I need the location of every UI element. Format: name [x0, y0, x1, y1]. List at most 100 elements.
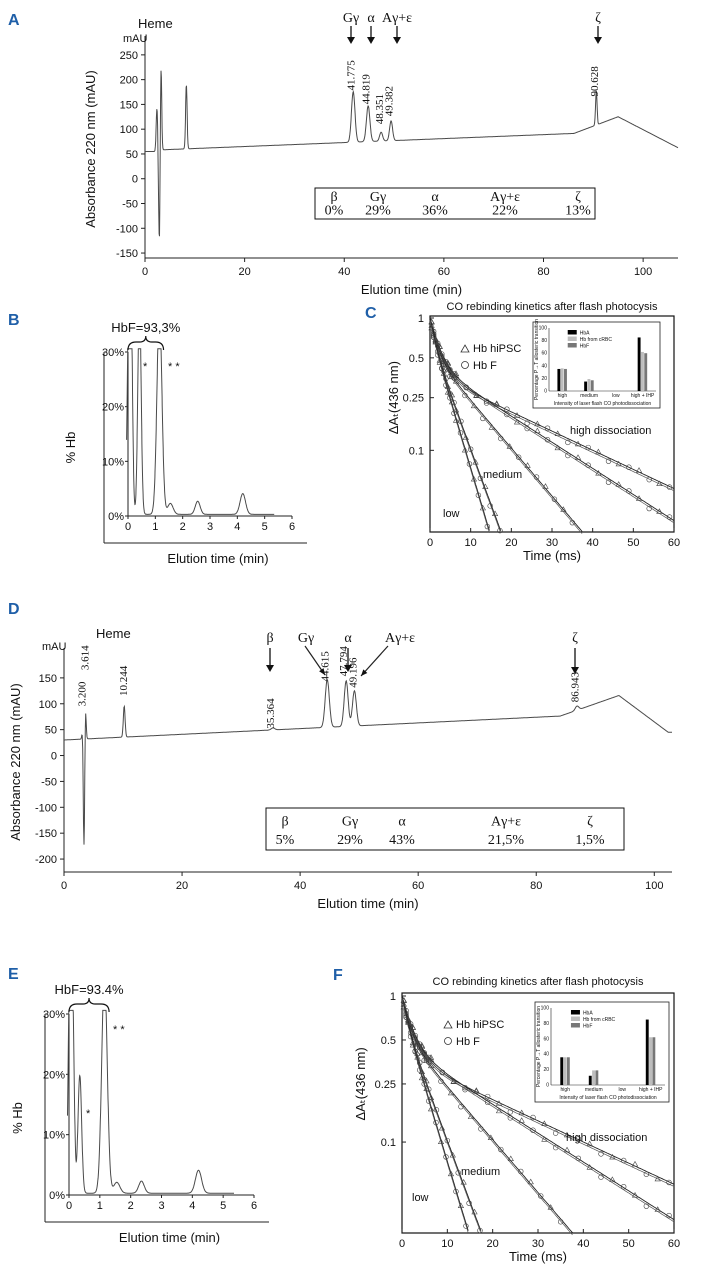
fit-curve	[429, 317, 502, 531]
data-point-hipsc	[534, 420, 541, 427]
peak-label: 10.244	[118, 665, 130, 696]
inset-bar	[595, 1070, 599, 1085]
data-point-hipsc	[461, 446, 469, 453]
data-point-hbf	[466, 1200, 472, 1206]
curve-label: medium	[461, 1166, 500, 1178]
y-axis-label: Absorbance 220 nm (mAU)	[83, 70, 98, 228]
curve-label: medium	[483, 469, 522, 481]
inset-y-tick-label: 80	[541, 338, 547, 344]
data-point-hipsc	[409, 1041, 416, 1048]
data-point-hbf	[433, 1107, 440, 1113]
fit-curve	[401, 998, 675, 1187]
data-point-hbf	[646, 505, 652, 512]
data-point-hbf	[451, 375, 457, 381]
data-point-hipsc	[418, 1049, 426, 1055]
data-point-hbf	[439, 365, 445, 372]
y-tick-label: 0.5	[409, 353, 424, 365]
composition-table	[314, 187, 596, 220]
y-tick-label: 0.25	[375, 1079, 396, 1091]
x-tick-label: 30	[532, 1238, 544, 1250]
heme-label: Heme	[96, 626, 131, 641]
inset-legend-label: HbA	[583, 1011, 593, 1017]
inset-category: medium	[580, 393, 598, 399]
data-point-hipsc	[615, 460, 622, 467]
table-header: ζ	[575, 190, 581, 205]
data-point-hipsc	[493, 400, 500, 406]
table-value: 43%	[389, 833, 415, 848]
curve-label: high dissociation	[570, 425, 651, 437]
x-tick-label: 20	[505, 537, 517, 549]
data-point-hbf	[426, 1098, 432, 1104]
data-point-hbf	[620, 1157, 627, 1164]
x-tick-label: 30	[546, 537, 558, 549]
data-point-hipsc	[487, 1134, 494, 1141]
inset-bar	[557, 368, 561, 391]
y-tick-label: 1	[418, 313, 424, 325]
data-point-hbf	[533, 474, 540, 480]
table-value: 22%	[492, 204, 518, 219]
data-point-hipsc	[400, 1003, 407, 1010]
data-point-hbf	[475, 492, 482, 498]
data-point-hbf	[530, 1114, 536, 1121]
legend-marker-hbf	[461, 361, 469, 369]
globin-arrow-head	[393, 37, 401, 44]
data-point-hipsc	[414, 1053, 421, 1060]
x-axis-label: Elution time (min)	[119, 1230, 220, 1245]
x-axis-label: Elution time (min)	[361, 282, 462, 297]
hbf-annotation: HbF=93.4%	[55, 982, 124, 997]
x-tick-label: 60	[412, 880, 424, 892]
data-point-hipsc	[488, 424, 495, 430]
inset-y-tick-label: 0	[544, 389, 547, 395]
peak-label: 44.819	[361, 74, 373, 105]
table-value: 36%	[422, 204, 448, 219]
data-point-hbf	[453, 1188, 459, 1195]
data-point-hipsc	[436, 343, 443, 349]
data-point-hipsc	[447, 1170, 455, 1177]
data-point-hbf	[416, 1067, 423, 1073]
data-point-hbf	[507, 1109, 514, 1115]
data-point-hipsc	[615, 481, 622, 487]
data-point-hipsc	[462, 434, 469, 440]
data-point-hipsc	[495, 1107, 503, 1114]
data-point-hipsc	[437, 1138, 445, 1145]
y-tick-label: 0.25	[403, 393, 424, 405]
globin-arrow-head	[367, 37, 375, 44]
data-point-hipsc	[447, 1089, 455, 1096]
fit-curve	[429, 320, 675, 524]
globin-label: β	[266, 631, 273, 646]
data-point-hbf	[458, 418, 464, 424]
data-point-hbf	[443, 1154, 449, 1160]
y-axis-label: ΔAₜ(436 nm)	[386, 361, 401, 434]
data-point-hbf	[626, 464, 632, 470]
globin-label: α	[344, 631, 352, 646]
inset-legend-label: HbF	[580, 344, 589, 350]
data-point-hbf	[403, 1012, 409, 1019]
inset-y-tick-label: 80	[543, 1021, 549, 1027]
data-point-hbf	[462, 392, 468, 399]
data-point-hipsc	[470, 475, 478, 482]
inset-category: high	[558, 393, 568, 399]
y-tick-label: -200	[35, 854, 57, 866]
fit-curve	[401, 998, 675, 1223]
x-tick-label: 50	[627, 537, 639, 549]
data-point-hbf	[666, 484, 673, 490]
data-point-hipsc	[574, 440, 582, 447]
y-unit: mAU	[42, 641, 67, 653]
x-tick-label: 80	[530, 880, 542, 892]
inset-bar	[566, 1057, 570, 1085]
data-point-hbf	[484, 1093, 491, 1100]
data-point-hipsc	[491, 510, 499, 516]
y-tick-label: 200	[120, 75, 138, 87]
inset-y-tick-label: 40	[543, 1052, 549, 1058]
y-tick-label: 100	[39, 699, 57, 711]
data-point-hipsc	[635, 467, 643, 473]
inset-legend-swatch	[567, 336, 577, 341]
data-point-hipsc	[427, 1054, 435, 1060]
panel-label: C	[365, 305, 377, 322]
data-point-hipsc	[631, 1160, 639, 1167]
legend-label: Hb F	[473, 360, 497, 372]
data-point-hbf	[565, 452, 571, 459]
data-point-hbf	[458, 1103, 464, 1110]
data-point-hbf	[557, 1219, 564, 1225]
x-tick-label: 5	[262, 521, 268, 533]
